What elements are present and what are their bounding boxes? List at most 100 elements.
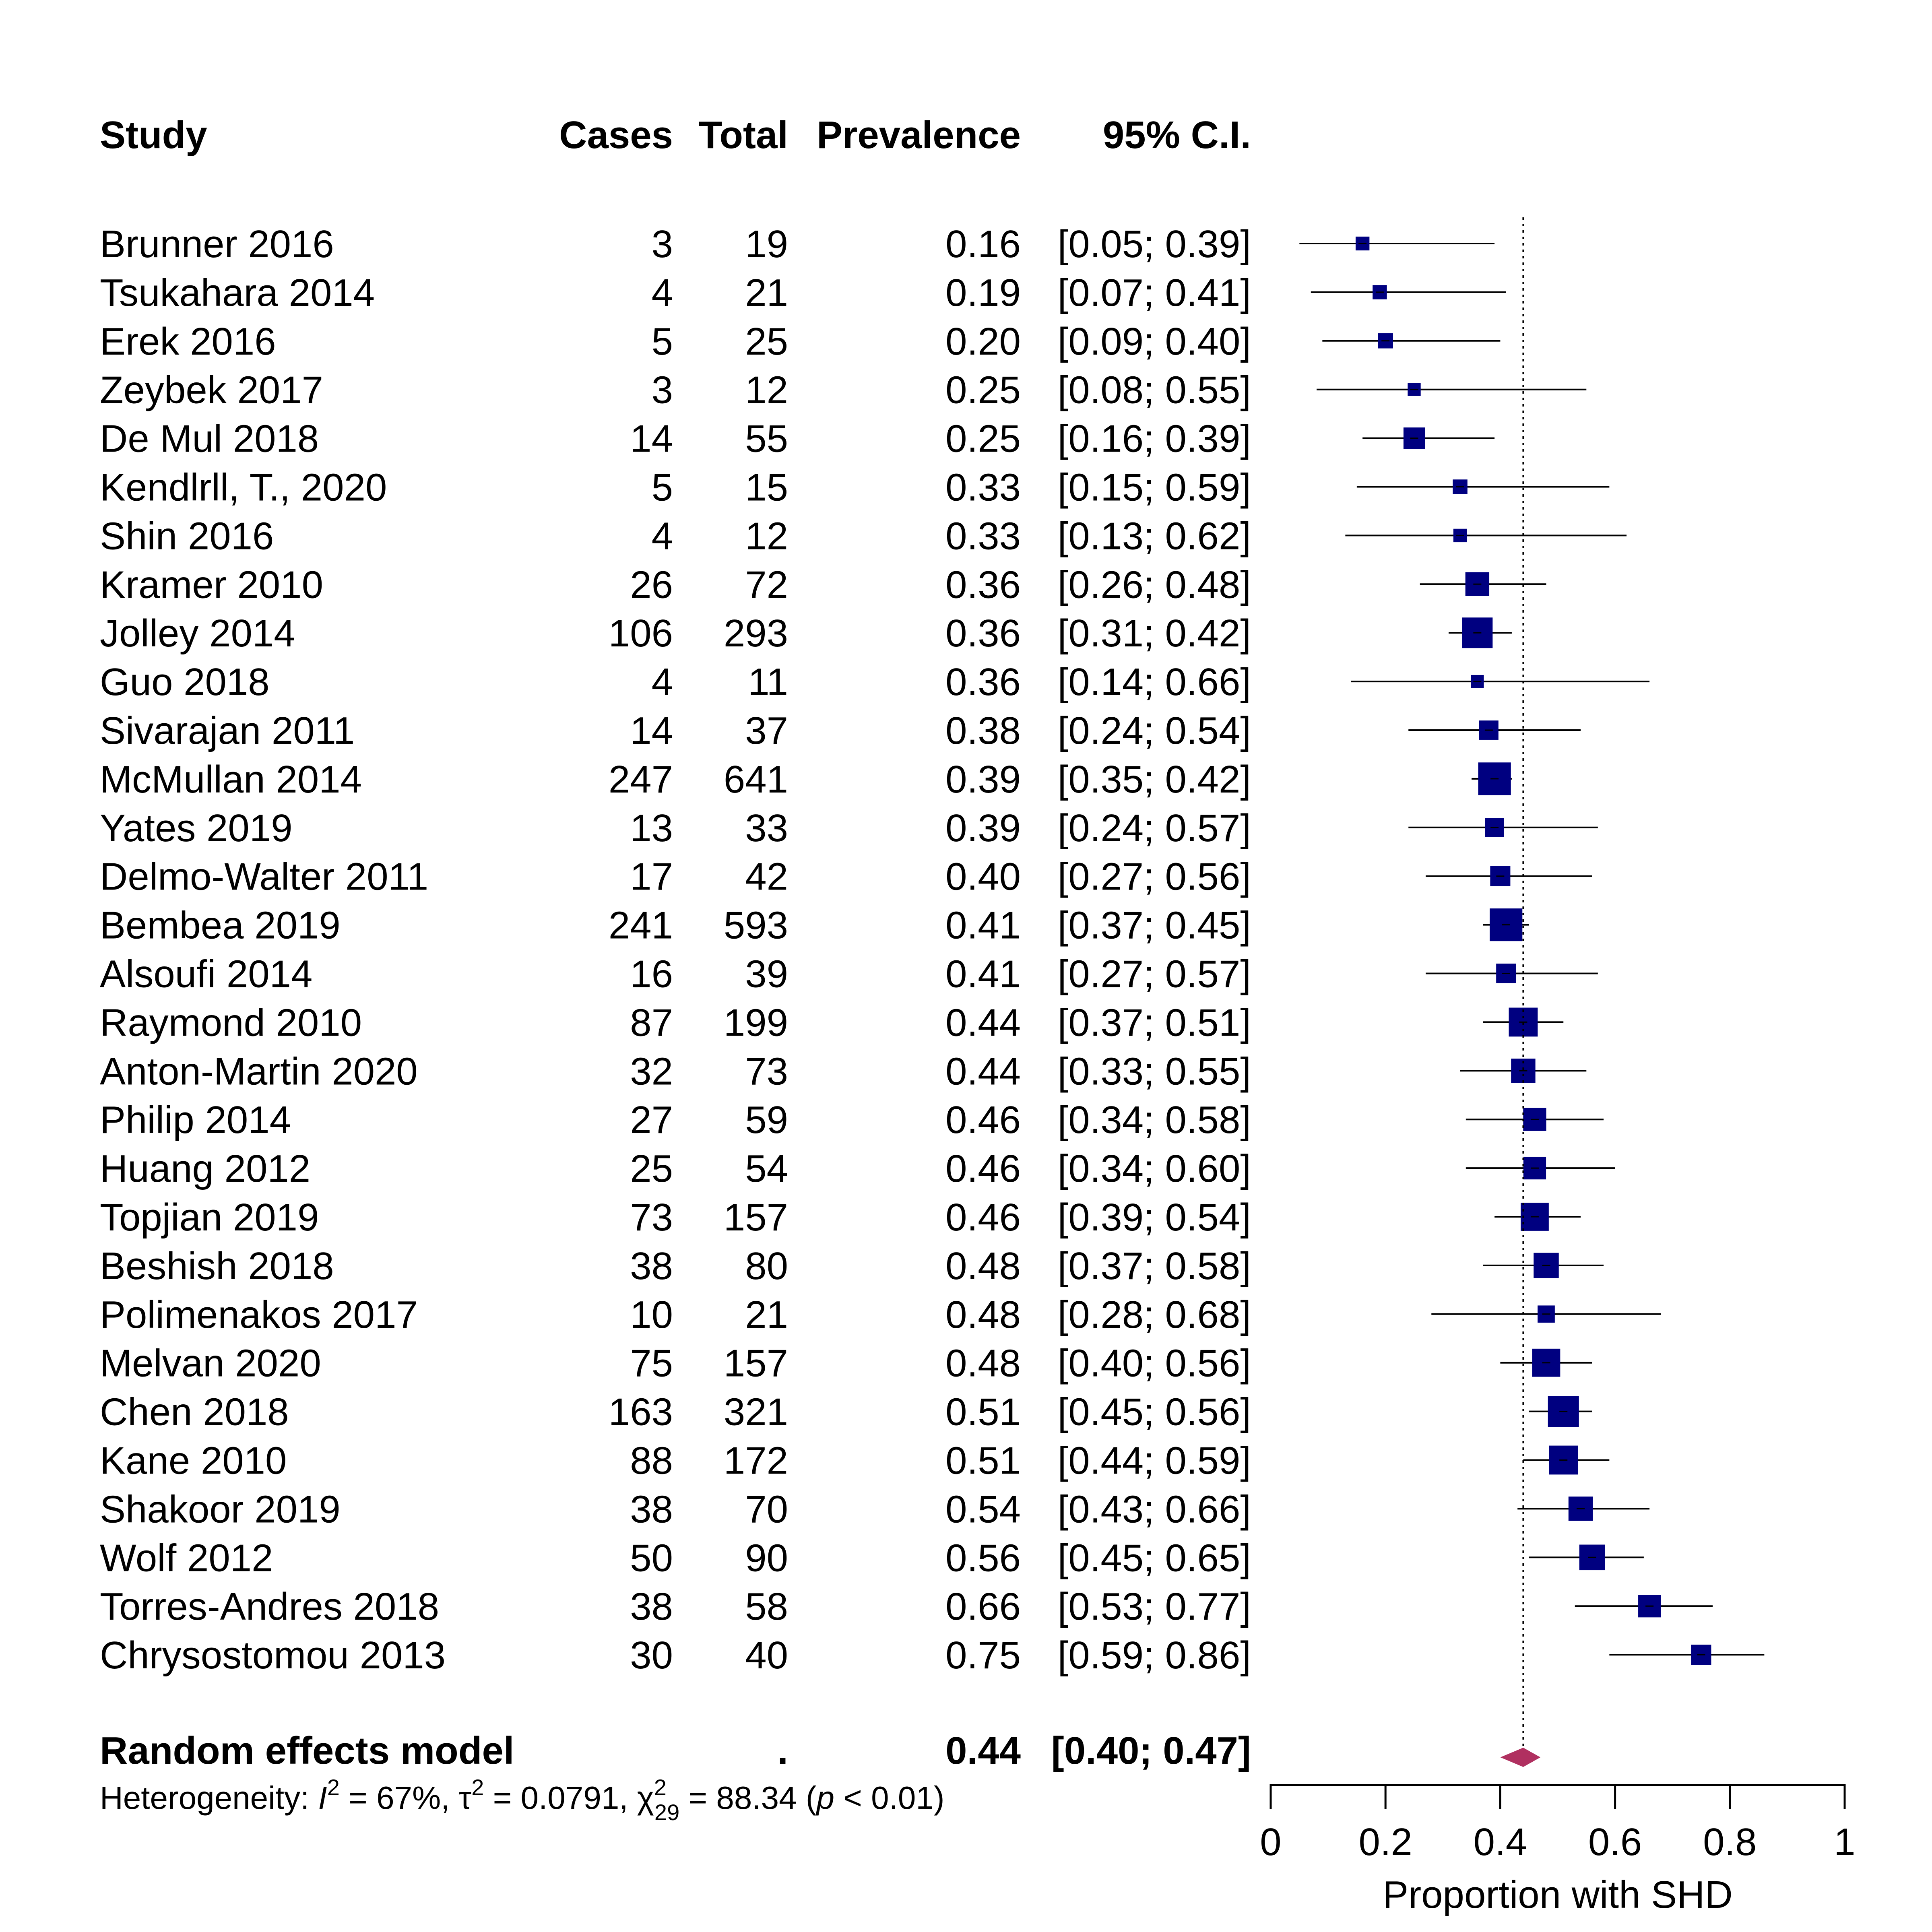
study-prevalence: 0.33 (945, 466, 1021, 509)
study-row: Kendlrll, T., 2020 5 15 0.33 [0.15; 0.59] (100, 466, 1251, 509)
study-total: 55 (745, 417, 788, 460)
study-name: De Mul 2018 (100, 417, 319, 460)
study-cases: 163 (609, 1391, 673, 1434)
header-study: Study (100, 114, 207, 157)
study-ci: [0.34; 0.58] (1058, 1098, 1251, 1141)
x-tick-label: 0.2 (1358, 1821, 1412, 1864)
study-total: 293 (724, 612, 788, 655)
column-headers: Study Cases Total Prevalence 95% C.I. (100, 114, 1251, 157)
study-name: Chen 2018 (100, 1391, 289, 1434)
study-row: Beshish 2018 38 80 0.48 [0.37; 0.58] (100, 1245, 1251, 1288)
study-name: Raymond 2010 (100, 1001, 362, 1044)
study-row: Alsoufi 2014 16 39 0.41 [0.27; 0.57] (100, 953, 1251, 996)
study-total: 15 (745, 466, 788, 509)
study-cases: 3 (652, 223, 673, 266)
study-ci: [0.53; 0.77] (1058, 1585, 1251, 1628)
study-total: 73 (745, 1050, 788, 1093)
study-prevalence: 0.48 (945, 1293, 1021, 1336)
study-name: Sivarajan 2011 (100, 709, 355, 752)
study-row: Shin 2016 4 12 0.33 [0.13; 0.62] (100, 514, 1251, 557)
study-prevalence: 0.75 (945, 1634, 1021, 1677)
study-total: 42 (745, 855, 788, 898)
heterogeneity-label: Heterogeneity: (100, 1780, 318, 1816)
study-row: Brunner 2016 3 19 0.16 [0.05; 0.39] (100, 223, 1251, 266)
study-name: Kramer 2010 (100, 563, 323, 606)
study-prevalence: 0.44 (945, 1001, 1021, 1044)
study-row: Huang 2012 25 54 0.46 [0.34; 0.60] (100, 1147, 1251, 1190)
study-row: Tsukahara 2014 4 21 0.19 [0.07; 0.41] (100, 271, 1251, 314)
study-total: 80 (745, 1245, 788, 1288)
study-prevalence: 0.20 (945, 320, 1021, 363)
study-prevalence: 0.19 (945, 271, 1021, 314)
header-prevalence: Prevalence (817, 114, 1021, 157)
study-row: Erek 2016 5 25 0.20 [0.09; 0.40] (100, 320, 1251, 363)
study-total: 157 (724, 1196, 788, 1239)
study-row: Yates 2019 13 33 0.39 [0.24; 0.57] (100, 807, 1251, 850)
study-ci: [0.59; 0.86] (1058, 1634, 1251, 1677)
study-ci: [0.45; 0.65] (1058, 1536, 1251, 1579)
study-prevalence: 0.39 (945, 758, 1021, 801)
study-total: 172 (724, 1439, 788, 1482)
study-cases: 32 (630, 1050, 673, 1093)
study-prevalence: 0.46 (945, 1196, 1021, 1239)
study-prevalence: 0.44 (945, 1050, 1021, 1093)
study-row: Topjian 2019 73 157 0.46 [0.39; 0.54] (100, 1196, 1251, 1239)
study-name: Beshish 2018 (100, 1245, 334, 1288)
study-prevalence: 0.41 (945, 953, 1021, 996)
study-ci: [0.09; 0.40] (1058, 320, 1251, 363)
summary-ci: [0.40; 0.47] (1051, 1729, 1251, 1772)
study-ci: [0.37; 0.51] (1058, 1001, 1251, 1044)
study-total: 37 (745, 709, 788, 752)
study-prevalence: 0.36 (945, 612, 1021, 655)
study-total: 157 (724, 1342, 788, 1385)
study-row: Melvan 2020 75 157 0.48 [0.40; 0.56] (100, 1342, 1251, 1385)
study-cases: 38 (630, 1245, 673, 1288)
study-name: Philip 2014 (100, 1098, 291, 1141)
study-prevalence: 0.66 (945, 1585, 1021, 1628)
study-total: 12 (745, 369, 788, 412)
study-cases: 26 (630, 563, 673, 606)
study-row: Polimenakos 2017 10 21 0.48 [0.28; 0.68] (100, 1293, 1251, 1336)
p-value: < 0.01) (834, 1780, 945, 1816)
study-cases: 5 (652, 466, 673, 509)
summary-row: Random effects model . 0.44 [0.40; 0.47] (100, 1729, 1251, 1772)
study-row: Chrysostomou 2013 30 40 0.75 [0.59; 0.86] (100, 1634, 1251, 1677)
study-row: Raymond 2010 87 199 0.44 [0.37; 0.51] (100, 1001, 1251, 1044)
chi2-df: 29 (654, 1800, 679, 1825)
study-name: Kendlrll, T., 2020 (100, 466, 387, 509)
study-cases: 4 (652, 661, 673, 704)
study-name: Shakoor 2019 (100, 1488, 341, 1531)
study-rows: Brunner 2016 3 19 0.16 [0.05; 0.39] Tsukahara… (100, 223, 1251, 1677)
study-prevalence: 0.25 (945, 369, 1021, 412)
study-cases: 14 (630, 417, 673, 460)
x-tick-label: 0.8 (1703, 1821, 1757, 1864)
study-total: 641 (724, 758, 788, 801)
study-name: Kane 2010 (100, 1439, 287, 1482)
study-row: Guo 2018 4 11 0.36 [0.14; 0.66] (100, 661, 1251, 704)
study-prevalence: 0.51 (945, 1391, 1021, 1434)
summary-label: Random effects model (100, 1729, 514, 1772)
study-name: Polimenakos 2017 (100, 1293, 418, 1336)
study-ci: [0.44; 0.59] (1058, 1439, 1251, 1482)
x-tick-label: 1 (1834, 1821, 1855, 1864)
study-name: Anton-Martin 2020 (100, 1050, 418, 1093)
study-ci: [0.16; 0.39] (1058, 417, 1251, 460)
study-prevalence: 0.56 (945, 1536, 1021, 1579)
study-ci: [0.14; 0.66] (1058, 661, 1251, 704)
study-total: 25 (745, 320, 788, 363)
summary-diamond (1500, 1748, 1541, 1767)
study-cases: 5 (652, 320, 673, 363)
x-tick-label: 0 (1260, 1821, 1281, 1864)
study-prevalence: 0.51 (945, 1439, 1021, 1482)
study-ci: [0.39; 0.54] (1058, 1196, 1251, 1239)
study-prevalence: 0.54 (945, 1488, 1021, 1531)
study-row: McMullan 2014 247 641 0.39 [0.35; 0.42] (100, 758, 1251, 801)
study-ci: [0.45; 0.56] (1058, 1391, 1251, 1434)
study-prevalence: 0.46 (945, 1147, 1021, 1190)
study-name: Zeybek 2017 (100, 369, 323, 412)
study-row: Philip 2014 27 59 0.46 [0.34; 0.58] (100, 1098, 1251, 1141)
study-row: Kane 2010 88 172 0.51 [0.44; 0.59] (100, 1439, 1251, 1482)
study-prevalence: 0.39 (945, 807, 1021, 850)
study-row: Shakoor 2019 38 70 0.54 [0.43; 0.66] (100, 1488, 1251, 1531)
plot-area (1299, 217, 1765, 1767)
